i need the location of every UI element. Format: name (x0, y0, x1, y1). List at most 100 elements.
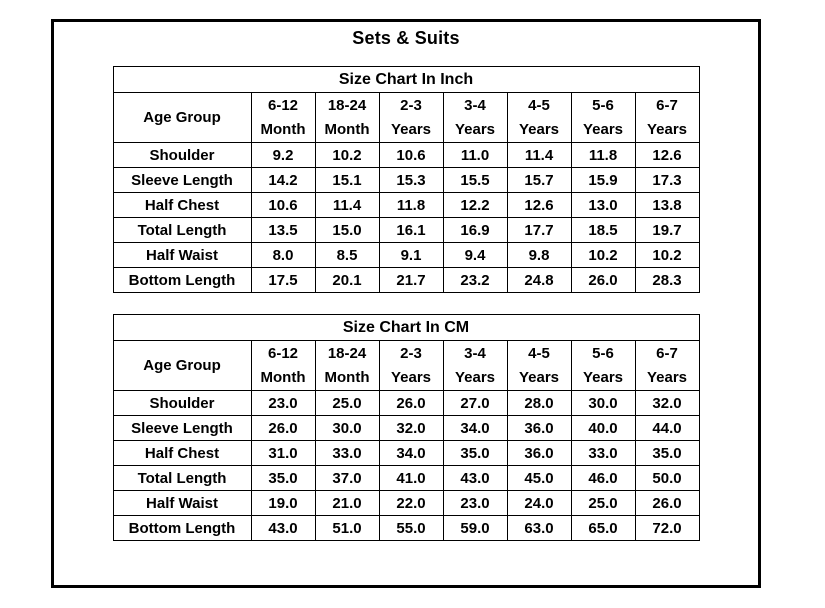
column-header-5-6-years: 5-6 Years (570, 92, 636, 143)
value-cell: 17.7 (506, 217, 572, 243)
column-header-6-7-years: 6-7 Years (634, 92, 700, 143)
column-period: 6-7 (656, 96, 678, 114)
column-header-18-24-month: 18-24 Month (314, 92, 380, 143)
value-cell: 12.2 (442, 192, 508, 218)
value-cell: 28.0 (506, 390, 572, 416)
value-cell: 44.0 (634, 415, 700, 441)
value-cell: 12.6 (634, 142, 700, 168)
column-period: 4-5 (528, 96, 550, 114)
column-header-6-12-month: 6-12 Month (250, 92, 316, 143)
value-cell: 19.7 (634, 217, 700, 243)
value-cell: 19.0 (250, 490, 316, 516)
column-unit: Years (582, 368, 624, 386)
table-row-shoulder: Shoulder 23.0 25.0 26.0 27.0 28.0 30.0 3… (112, 390, 700, 416)
value-cell: 25.0 (314, 390, 380, 416)
value-cell: 45.0 (506, 465, 572, 491)
value-cell: 11.4 (506, 142, 572, 168)
value-cell: 35.0 (250, 465, 316, 491)
column-unit: Month (260, 368, 306, 386)
row-label: Sleeve Length (112, 167, 252, 193)
row-label: Shoulder (112, 390, 252, 416)
value-cell: 72.0 (634, 515, 700, 541)
column-period: 6-12 (267, 96, 299, 114)
value-cell: 17.3 (634, 167, 700, 193)
age-group-header: Age Group (112, 92, 252, 143)
column-unit: Years (646, 368, 688, 386)
table-row-bottom-length: Bottom Length 17.5 20.1 21.7 23.2 24.8 2… (112, 267, 700, 293)
row-label: Total Length (112, 465, 252, 491)
column-header-4-5-years: 4-5 Years (506, 340, 572, 391)
column-unit: Month (324, 120, 370, 138)
age-group-header: Age Group (112, 340, 252, 391)
table-header-row: Age Group 6-12 Month 18-24 Month 2-3 Years … (112, 340, 700, 391)
value-cell: 16.9 (442, 217, 508, 243)
column-period: 6-12 (267, 344, 299, 362)
column-period: 18-24 (327, 96, 367, 114)
table-row-shoulder: Shoulder 9.2 10.2 10.6 11.0 11.4 11.8 12… (112, 142, 700, 168)
value-cell: 27.0 (442, 390, 508, 416)
page-title: Sets & Suits (352, 28, 460, 48)
row-label: Half Chest (112, 440, 252, 466)
value-cell: 11.4 (314, 192, 380, 218)
value-cell: 13.8 (634, 192, 700, 218)
value-cell: 24.0 (506, 490, 572, 516)
value-cell: 15.5 (442, 167, 508, 193)
column-header-6-12-month: 6-12 Month (250, 340, 316, 391)
value-cell: 21.0 (314, 490, 380, 516)
value-cell: 14.2 (250, 167, 316, 193)
value-cell: 9.1 (378, 242, 444, 268)
column-header-4-5-years: 4-5 Years (506, 92, 572, 143)
value-cell: 33.0 (570, 440, 636, 466)
value-cell: 30.0 (570, 390, 636, 416)
table-row-total-length: Total Length 35.0 37.0 41.0 43.0 45.0 46… (112, 465, 700, 491)
table-row-half-chest: Half Chest 10.6 11.4 11.8 12.2 12.6 13.0… (112, 192, 700, 218)
value-cell: 28.3 (634, 267, 700, 293)
column-period: 18-24 (327, 344, 367, 362)
value-cell: 26.0 (378, 390, 444, 416)
column-unit: Month (324, 368, 370, 386)
row-label: Half Chest (112, 192, 252, 218)
table-row-half-chest: Half Chest 31.0 33.0 34.0 35.0 36.0 33.0… (112, 440, 700, 466)
page-frame: Sets & Suits Size Chart In Inch Age Grou… (51, 19, 761, 588)
column-header-3-4-years: 3-4 Years (442, 340, 508, 391)
column-period: 6-7 (656, 344, 678, 362)
column-period: 5-6 (592, 96, 614, 114)
row-label: Sleeve Length (112, 415, 252, 441)
value-cell: 34.0 (378, 440, 444, 466)
table-caption-row: Size Chart In Inch (112, 66, 700, 93)
value-cell: 11.0 (442, 142, 508, 168)
column-unit: Years (454, 368, 496, 386)
value-cell: 23.0 (442, 490, 508, 516)
value-cell: 12.6 (506, 192, 572, 218)
column-header-18-24-month: 18-24 Month (314, 340, 380, 391)
value-cell: 51.0 (314, 515, 380, 541)
column-unit: Years (518, 120, 560, 138)
value-cell: 10.2 (314, 142, 380, 168)
column-period: 4-5 (528, 344, 550, 362)
table-row-bottom-length: Bottom Length 43.0 51.0 55.0 59.0 63.0 6… (112, 515, 700, 541)
value-cell: 41.0 (378, 465, 444, 491)
value-cell: 43.0 (250, 515, 316, 541)
table-row-half-waist: Half Waist 8.0 8.5 9.1 9.4 9.8 10.2 10.2 (112, 242, 700, 268)
value-cell: 13.0 (570, 192, 636, 218)
column-unit: Month (260, 120, 306, 138)
column-unit: Years (582, 120, 624, 138)
value-cell: 15.1 (314, 167, 380, 193)
table-row-half-waist: Half Waist 19.0 21.0 22.0 23.0 24.0 25.0… (112, 490, 700, 516)
value-cell: 35.0 (634, 440, 700, 466)
table-caption: Size Chart In Inch (112, 66, 700, 93)
value-cell: 23.2 (442, 267, 508, 293)
value-cell: 59.0 (442, 515, 508, 541)
value-cell: 10.6 (250, 192, 316, 218)
table-row-sleeve-length: Sleeve Length 14.2 15.1 15.3 15.5 15.7 1… (112, 167, 700, 193)
value-cell: 23.0 (250, 390, 316, 416)
table-header-row: Age Group 6-12 Month 18-24 Month 2-3 Years … (112, 92, 700, 143)
value-cell: 11.8 (570, 142, 636, 168)
table-row-total-length: Total Length 13.5 15.0 16.1 16.9 17.7 18… (112, 217, 700, 243)
value-cell: 21.7 (378, 267, 444, 293)
value-cell: 11.8 (378, 192, 444, 218)
value-cell: 9.8 (506, 242, 572, 268)
value-cell: 20.1 (314, 267, 380, 293)
table-caption: Size Chart In CM (112, 314, 700, 341)
column-header-6-7-years: 6-7 Years (634, 340, 700, 391)
